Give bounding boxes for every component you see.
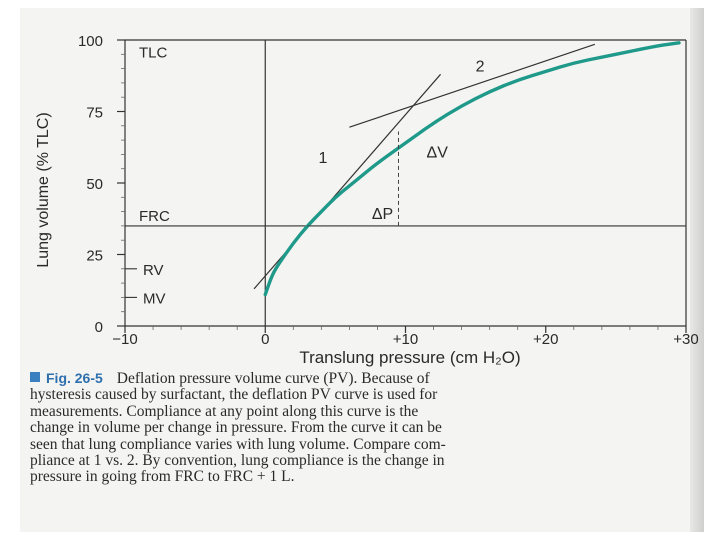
y-tick-label: 100 (78, 33, 103, 50)
x-tick-label: 0 (261, 331, 269, 348)
deflation-pv-curve (263, 41, 681, 297)
figure-caption: Fig. 26-5 Deflation pressure volume curve… (30, 370, 698, 486)
caption-line: seen that lung compliance varies with lu… (30, 435, 446, 453)
scan-edge-shadow (690, 8, 704, 532)
x-tick-label: +10 (393, 331, 418, 348)
x-tick-label: +20 (533, 331, 558, 348)
series-lines (263, 41, 681, 297)
caption-line: hysteresis caused by surfactant, the def… (30, 386, 438, 404)
scanned-page (20, 8, 704, 532)
ref-label-mv: MV (143, 290, 166, 307)
annotation-label: ΔP (372, 206, 393, 223)
ref-label-frc: FRC (139, 208, 170, 225)
annotation-label: 2 (476, 58, 485, 75)
axis-ticks: 0 25 50 75 100 −10 0 +10 +20 +30 (78, 33, 699, 348)
y-tick-label: 25 (86, 248, 103, 265)
y-tick-label: 50 (86, 176, 103, 193)
plot-frame (124, 39, 687, 327)
pv-curve-chart: 0 25 50 75 100 −10 0 +10 +20 +30 TLC FRC RV MV ΔV ΔP 1… (35, 33, 699, 367)
x-tick-label: −10 (112, 331, 137, 348)
y-tick-label: 0 (95, 319, 103, 336)
ref-label-rv: RV (143, 262, 164, 279)
x-axis-label: Translung pressure (cm H₂O) (299, 348, 520, 367)
ref-label-tlc: TLC (139, 44, 168, 61)
y-axis-label: Lung volume (% TLC) (35, 112, 52, 267)
caption-line: pliance at 1 vs. 2. By convention, lung … (30, 452, 445, 470)
figure-label: Fig. 26-5 (46, 370, 103, 386)
annotation-label: ΔV (427, 144, 449, 161)
y-tick-label: 75 (86, 105, 103, 122)
tangent-line (349, 43, 596, 128)
reference-lines: TLC FRC RV MV (125, 44, 686, 307)
caption-line: measurements. Compliance at any point al… (30, 402, 419, 420)
caption-line: change in volume per change in pressure.… (30, 419, 442, 437)
tangent-lines (253, 43, 596, 290)
x-tick-label: +30 (673, 331, 698, 348)
caption-line-first: Fig. 26-5 Deflation pressure volume curve… (30, 370, 698, 387)
caption-line: pressure in going from FRC to FRC + 1 L. (30, 468, 295, 486)
annotations: ΔV ΔP 1 2 (293, 58, 485, 227)
square-bullet-icon (30, 372, 40, 382)
annotation-label: 1 (319, 150, 328, 167)
caption-line: Deflation pressure volume curve (PV). Be… (116, 370, 430, 387)
